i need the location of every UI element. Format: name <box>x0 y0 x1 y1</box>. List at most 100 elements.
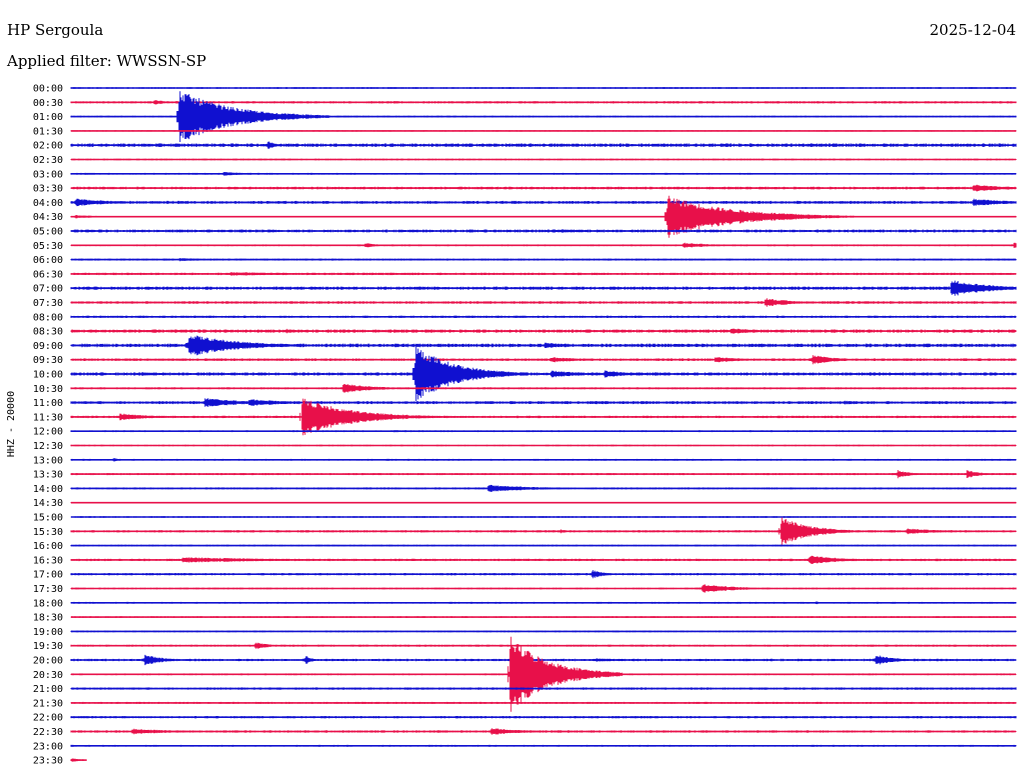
trace-row-1600 <box>70 544 1017 547</box>
row-label: 07:00 <box>33 284 63 295</box>
row-label: 20:30 <box>33 670 63 681</box>
trace-row-1830 <box>70 616 1017 618</box>
trace-row-0500 <box>70 229 1017 233</box>
trace-row-0530 <box>70 242 1017 248</box>
trace-row-1000 <box>70 347 1017 401</box>
trace-row-2330 <box>70 758 87 762</box>
row-label: 11:30 <box>33 412 63 423</box>
row-label: 15:00 <box>33 513 63 524</box>
trace-row-2030 <box>70 636 1017 712</box>
row-label: 04:00 <box>33 198 63 209</box>
trace-row-2200 <box>70 716 1017 719</box>
row-label: 19:30 <box>33 641 63 652</box>
trace-row-0100 <box>70 91 1017 142</box>
trace-row-1100 <box>70 398 1017 407</box>
row-label: 02:30 <box>33 155 63 166</box>
row-label: 10:00 <box>33 370 63 381</box>
trace-row-1230 <box>70 444 1017 447</box>
row-label: 23:00 <box>33 741 63 752</box>
row-label: 10:30 <box>33 384 63 395</box>
row-label: 20:00 <box>33 656 63 667</box>
row-labels: 00:00 00:30 01:00 01:30 02:00 02:30 03:00 03:30… <box>33 84 63 767</box>
station-title: HP Sergoula <box>7 21 103 39</box>
trace-row-1900 <box>70 630 1017 633</box>
row-label: 07:30 <box>33 298 63 309</box>
trace-row-0800 <box>70 315 1017 318</box>
trace-row-1430 <box>70 502 1017 504</box>
seismic-traces <box>70 87 1017 762</box>
trace-row-1030 <box>70 384 1017 393</box>
trace-row-0700 <box>70 280 1017 296</box>
trace-row-0730 <box>70 298 1017 307</box>
trace-row-0230 <box>70 158 1017 161</box>
row-label: 22:00 <box>33 713 63 724</box>
row-label: 06:30 <box>33 269 63 280</box>
trace-row-0130 <box>70 130 1017 132</box>
trace-row-1930 <box>70 642 1017 649</box>
row-label: 14:30 <box>33 498 63 509</box>
row-label: 12:00 <box>33 427 63 438</box>
trace-row-1630 <box>70 555 1017 564</box>
y-axis-label: HHZ - 20000 <box>6 391 17 457</box>
row-label: 09:00 <box>33 341 63 352</box>
trace-row-0630 <box>70 272 1017 276</box>
row-label: 18:30 <box>33 613 63 624</box>
trace-row-0930 <box>70 355 1017 365</box>
row-label: 06:00 <box>33 255 63 266</box>
trace-row-1300 <box>70 458 1017 462</box>
trace-row-1400 <box>70 484 1017 492</box>
row-label: 12:30 <box>33 441 63 452</box>
row-label: 23:30 <box>33 756 63 767</box>
row-label: 09:30 <box>33 355 63 366</box>
row-label: 01:30 <box>33 126 63 137</box>
row-label: 03:30 <box>33 184 63 195</box>
trace-row-2230 <box>70 728 1017 735</box>
trace-row-1200 <box>70 430 1017 433</box>
row-label: 11:00 <box>33 398 63 409</box>
trace-row-1530 <box>70 517 1017 545</box>
row-label: 05:30 <box>33 241 63 252</box>
row-label: 17:30 <box>33 584 63 595</box>
trace-row-0900 <box>70 335 1017 356</box>
trace-row-1730 <box>70 584 1017 593</box>
row-label: 08:30 <box>33 327 63 338</box>
trace-row-1130 <box>70 398 1017 436</box>
row-label: 03:00 <box>33 169 63 180</box>
row-label: 22:30 <box>33 727 63 738</box>
row-label: 15:30 <box>33 527 63 538</box>
row-label: 14:00 <box>33 484 63 495</box>
filter-subtitle: Applied filter: WWSSN-SP <box>6 52 206 70</box>
row-label: 21:30 <box>33 698 63 709</box>
trace-row-0330 <box>70 184 1017 192</box>
trace-row-2000 <box>70 654 1017 666</box>
row-label: 19:00 <box>33 627 63 638</box>
row-label: 00:30 <box>33 98 63 109</box>
row-label: 00:00 <box>33 84 63 95</box>
trace-row-1800 <box>70 601 1017 605</box>
row-label: 21:00 <box>33 684 63 695</box>
trace-row-0030 <box>70 100 1017 105</box>
date-title: 2025-12-04 <box>930 21 1016 39</box>
trace-row-0300 <box>70 172 1017 176</box>
row-label: 16:30 <box>33 555 63 566</box>
trace-row-1700 <box>70 570 1017 579</box>
row-label: 08:00 <box>33 312 63 323</box>
trace-row-0000 <box>70 87 1017 89</box>
trace-row-0200 <box>70 141 1017 149</box>
row-label: 04:30 <box>33 212 63 223</box>
trace-row-0830 <box>70 328 1017 334</box>
trace-row-2100 <box>70 687 1017 690</box>
trace-row-1330 <box>70 470 1017 479</box>
row-label: 05:00 <box>33 227 63 238</box>
row-label: 01:00 <box>33 112 63 123</box>
row-label: 13:00 <box>33 455 63 466</box>
row-label: 02:00 <box>33 141 63 152</box>
trace-row-0430 <box>70 195 1017 238</box>
trace-row-0600 <box>70 258 1017 262</box>
trace-row-0400 <box>70 198 1017 207</box>
row-label: 17:00 <box>33 570 63 581</box>
row-label: 18:00 <box>33 598 63 609</box>
trace-row-1500 <box>70 516 1017 518</box>
trace-row-2130 <box>70 701 1017 704</box>
